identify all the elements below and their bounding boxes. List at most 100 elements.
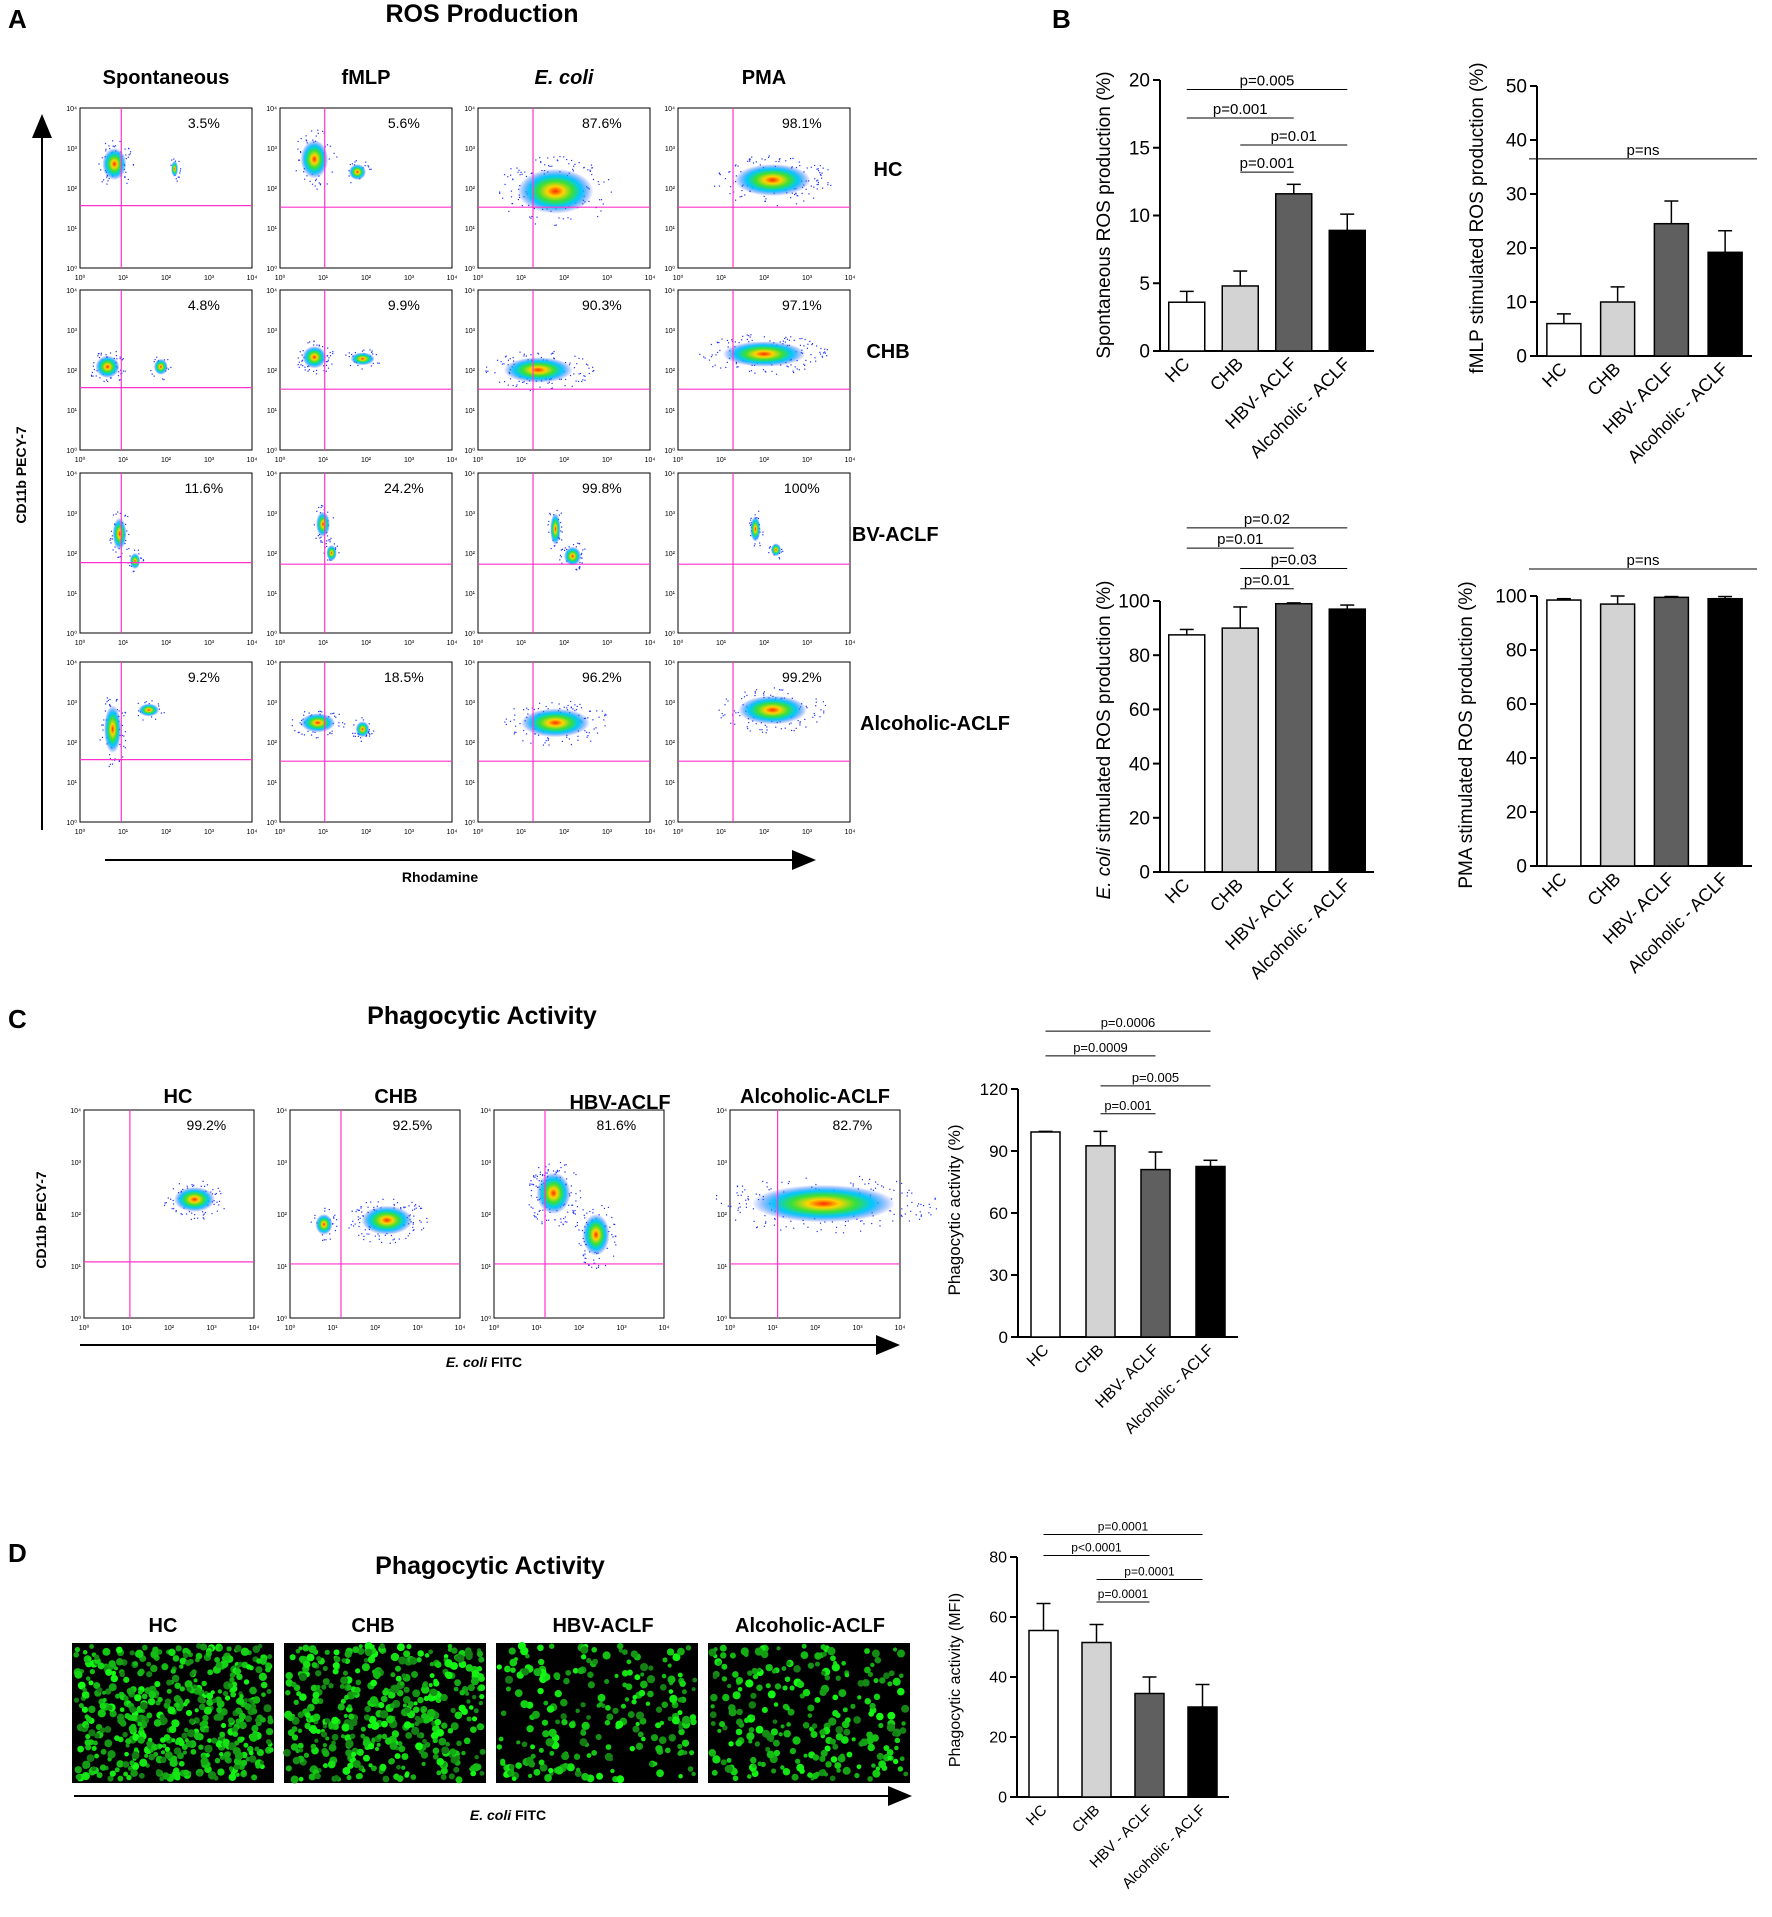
event-dot — [332, 352, 334, 355]
event-dot — [579, 566, 581, 568]
event-dot — [93, 368, 95, 371]
event-dot — [93, 362, 95, 364]
bar — [1653, 596, 1690, 867]
cell — [147, 1698, 156, 1706]
event-dot — [299, 722, 301, 724]
event-dot — [499, 191, 501, 193]
event-dot — [137, 549, 139, 551]
panel-a-xlabel: Rhodamine — [402, 869, 478, 885]
event-dot — [570, 218, 572, 220]
cell — [339, 1684, 345, 1689]
cell — [886, 1749, 894, 1756]
event-dot — [795, 166, 798, 169]
event-dot — [575, 1226, 577, 1228]
cell — [303, 1752, 310, 1758]
event-dot — [561, 548, 564, 550]
cell — [244, 1703, 252, 1711]
event-dot — [791, 729, 793, 732]
cell — [829, 1738, 836, 1745]
cell — [223, 1742, 229, 1748]
cell — [367, 1723, 373, 1729]
event-dot — [559, 155, 561, 158]
event-dot — [530, 172, 532, 175]
cell — [161, 1663, 169, 1671]
event-dot — [603, 719, 605, 721]
significance-label: p=0.0001 — [1124, 1565, 1175, 1579]
event-dot — [584, 375, 586, 377]
event-dot — [329, 355, 332, 357]
y-tick-label: 10⁴ — [66, 288, 77, 295]
event-dot — [306, 175, 308, 177]
event-dot — [507, 176, 509, 178]
event-dot — [217, 1187, 219, 1189]
cell — [430, 1688, 438, 1697]
cell — [214, 1696, 222, 1704]
event-dot — [745, 1206, 747, 1208]
event-dot — [535, 159, 537, 161]
cell — [827, 1647, 836, 1656]
plot-frame — [79, 107, 253, 269]
plot-frame — [677, 472, 851, 634]
cell — [199, 1643, 208, 1651]
event-dot — [725, 698, 727, 700]
event-dot — [327, 359, 329, 361]
cell — [228, 1773, 237, 1782]
cell — [612, 1707, 619, 1714]
event-dot — [547, 738, 550, 740]
event-dot — [407, 1235, 409, 1237]
event-dot — [724, 704, 726, 706]
event-dot — [612, 1236, 614, 1238]
cell — [842, 1707, 848, 1713]
event-dot — [810, 185, 812, 187]
event-dot — [803, 1223, 805, 1225]
event-dot — [795, 193, 797, 195]
event-dot — [570, 743, 573, 746]
gate-percentage: 99.2% — [187, 1117, 227, 1133]
cell — [428, 1649, 434, 1655]
event-dot — [809, 361, 812, 363]
event-dot — [712, 366, 714, 368]
cell — [735, 1676, 744, 1685]
event-dot — [869, 1178, 871, 1181]
event-dot — [334, 1229, 337, 1232]
event-dot — [333, 152, 335, 154]
y-tick-label: 40 — [1506, 749, 1527, 770]
cell — [581, 1773, 589, 1781]
cell — [372, 1670, 381, 1679]
cell — [243, 1698, 248, 1703]
cell — [92, 1740, 98, 1746]
event-dot — [737, 1209, 739, 1211]
event-dot — [615, 1244, 617, 1246]
event-dot — [541, 1221, 543, 1223]
cell — [178, 1760, 185, 1767]
y-tick-label: 10³ — [665, 511, 676, 518]
event-dot — [928, 1212, 930, 1214]
event-dot — [787, 1182, 790, 1185]
y-tick-label: 10² — [481, 1212, 492, 1219]
event-dot — [585, 363, 588, 365]
event-dot — [408, 1205, 410, 1207]
cell — [287, 1729, 295, 1737]
cell — [331, 1733, 339, 1741]
event-dot — [755, 161, 757, 163]
bar — [1653, 222, 1690, 357]
event-dot — [578, 1229, 580, 1231]
event-dot — [826, 355, 828, 357]
x-tick-label: 10⁴ — [247, 829, 258, 836]
event-dot — [510, 196, 513, 198]
event-dot — [330, 537, 332, 539]
event-dot — [542, 1209, 544, 1211]
cell — [251, 1708, 258, 1715]
event-dot — [177, 176, 179, 178]
event-dot — [747, 1199, 750, 1201]
event-dot — [372, 353, 374, 355]
cell — [260, 1717, 266, 1723]
cell — [903, 1771, 909, 1777]
event-dot — [868, 1183, 870, 1185]
cell — [728, 1708, 737, 1717]
event-dot — [110, 530, 113, 532]
cell — [343, 1713, 348, 1719]
cell — [476, 1666, 483, 1672]
cell — [528, 1760, 536, 1768]
event-dot — [537, 708, 539, 710]
